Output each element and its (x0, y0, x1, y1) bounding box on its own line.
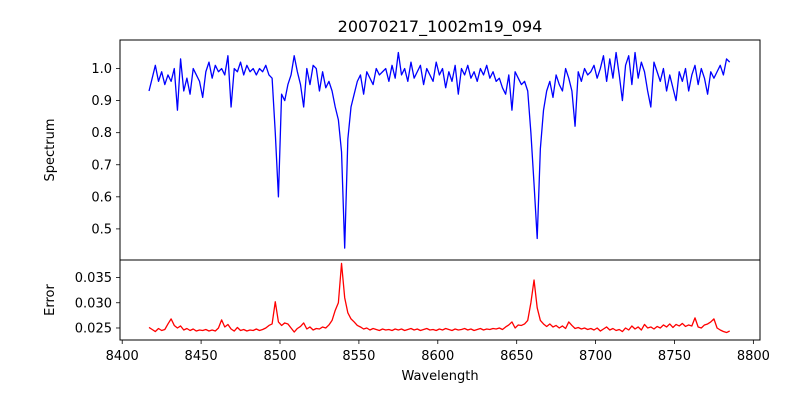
spectrum-y-tick-label: 0.5 (91, 222, 112, 237)
x-tick-label: 8450 (185, 349, 218, 364)
spectrum-y-tick-label: 1.0 (91, 62, 112, 77)
error-y-tick-label: 0.035 (75, 271, 112, 286)
error-y-tick-label: 0.030 (75, 296, 112, 311)
spectrum-y-tick-label: 0.7 (91, 158, 112, 173)
x-axis-label: Wavelength (401, 369, 478, 384)
error-line (148, 262, 730, 334)
error-y-tick-label: 0.025 (75, 321, 112, 336)
error-y-axis-label: Error (43, 284, 58, 316)
x-tick-label: 8550 (342, 349, 375, 364)
error-panel: 0.025 0.030 0.035 8400 8450 8500 8550 8600 8650 8… (75, 259, 770, 364)
chart-title: 20070217_1002m19_094 (338, 17, 543, 37)
spectrum-y-axis-label: Spectrum (43, 119, 58, 182)
x-tick-label: 8650 (500, 349, 533, 364)
x-tick-label: 8800 (737, 349, 770, 364)
x-tick-label: 8400 (106, 349, 139, 364)
x-tick-label: 8500 (263, 349, 296, 364)
error-axes-frame (119, 259, 761, 341)
x-tick-label: 8750 (658, 349, 691, 364)
spectrum-y-tick-label: 0.9 (91, 94, 112, 109)
spectrum-line (148, 51, 731, 249)
spectrum-y-tick-label: 0.6 (91, 190, 112, 205)
spectrum-y-tick-label: 0.8 (91, 126, 112, 141)
x-tick-label: 8700 (579, 349, 612, 364)
x-tick-label: 8600 (421, 349, 454, 364)
